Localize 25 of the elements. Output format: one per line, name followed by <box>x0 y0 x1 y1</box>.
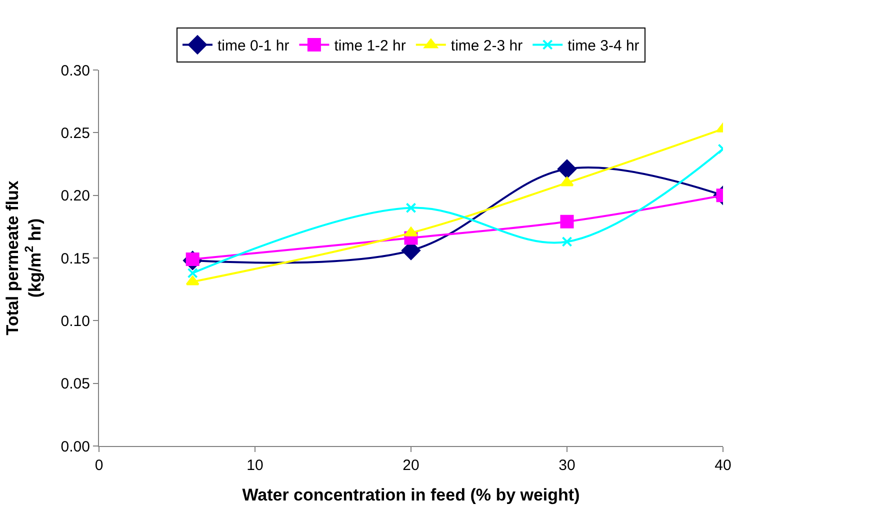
legend-label: time 1-2 hr <box>334 38 406 55</box>
y-tick-label: 0.05 <box>60 376 90 393</box>
legend-label: time 0-1 hr <box>218 38 290 55</box>
x-axis-title: Water concentration in feed (% by weight) <box>242 485 580 504</box>
y-tick-label: 0.25 <box>60 124 90 142</box>
point <box>404 226 418 236</box>
y-tick-label: 0.10 <box>60 312 90 330</box>
point <box>558 160 576 178</box>
point <box>186 276 200 286</box>
x-tick-label: 10 <box>246 457 264 474</box>
y-tick-label: 0.15 <box>60 250 90 268</box>
point <box>406 202 416 214</box>
x-tick-label: 30 <box>558 457 576 474</box>
point <box>562 236 572 247</box>
x-tick-label: 0 <box>94 457 104 474</box>
y-tick-label: 0.30 <box>60 62 90 80</box>
y-tick-label: 0.20 <box>60 188 90 205</box>
x-tick-label: 20 <box>402 457 420 474</box>
legend-label: time 3-4 hr <box>568 38 640 55</box>
x-tick-label: 40 <box>714 457 732 474</box>
y-tick-label: 0.00 <box>60 438 90 456</box>
point <box>187 268 198 278</box>
point <box>560 176 574 186</box>
point <box>560 214 574 228</box>
legend-label: time 2-3 hr <box>450 38 523 55</box>
